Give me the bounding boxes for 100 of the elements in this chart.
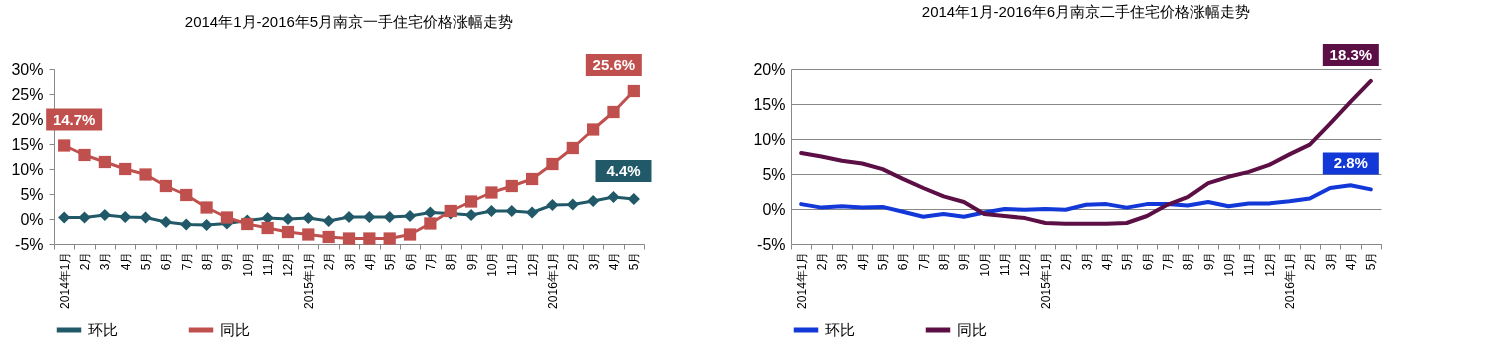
point bbox=[383, 210, 396, 224]
data-label: 2.8% bbox=[1333, 154, 1368, 172]
y-tick-label: 5% bbox=[762, 165, 786, 183]
point bbox=[241, 217, 254, 231]
point bbox=[200, 218, 213, 232]
point bbox=[525, 206, 539, 219]
data-label: 25.6% bbox=[592, 56, 636, 73]
line-series bbox=[799, 183, 1373, 219]
x-tick-label: 5月 bbox=[1120, 251, 1135, 271]
x-tick-label: 9月 bbox=[957, 251, 972, 271]
data-label: 14.7% bbox=[52, 110, 96, 128]
point bbox=[566, 141, 579, 155]
x-tick-label: 4月 bbox=[118, 251, 133, 271]
point bbox=[98, 155, 111, 169]
y-tick-label: 5% bbox=[20, 185, 44, 203]
legend-label: 环比 bbox=[88, 321, 118, 338]
point bbox=[322, 230, 335, 244]
point bbox=[220, 211, 234, 224]
point bbox=[342, 210, 356, 224]
point bbox=[119, 162, 132, 176]
point bbox=[261, 221, 274, 235]
y-tick-label: 0% bbox=[20, 210, 44, 228]
x-tick-label: 5月 bbox=[627, 251, 642, 271]
x-tick-label: 2015年1月 bbox=[1038, 251, 1053, 309]
point bbox=[342, 232, 356, 245]
point bbox=[363, 232, 376, 245]
x-tick-label: 5月 bbox=[383, 251, 398, 271]
point bbox=[607, 105, 620, 119]
x-tick-label: 3月 bbox=[342, 251, 357, 271]
x-tick-label: 8月 bbox=[937, 251, 952, 271]
point bbox=[363, 210, 376, 224]
point bbox=[383, 232, 396, 245]
point bbox=[587, 194, 600, 208]
point bbox=[485, 204, 498, 218]
y-tick-label: -5% bbox=[15, 235, 44, 253]
y-tick-label: 15% bbox=[753, 95, 786, 113]
point bbox=[98, 208, 111, 222]
point bbox=[424, 206, 437, 219]
x-tick-label: 7月 bbox=[179, 251, 194, 271]
x-tick-label: 8月 bbox=[1181, 251, 1196, 271]
x-tick-label: 6月 bbox=[403, 251, 418, 271]
x-tick-label: 3月 bbox=[835, 251, 850, 271]
y-tick-label: 30% bbox=[11, 60, 44, 78]
point bbox=[566, 198, 579, 211]
x-tick-label: 6月 bbox=[1140, 251, 1155, 271]
point bbox=[322, 214, 335, 228]
chart-title: 2014年1月-2016年6月南京二手住宅价格涨幅走势 bbox=[921, 2, 1251, 20]
x-tick-label: 6月 bbox=[159, 251, 174, 271]
y-tick-label: 25% bbox=[11, 85, 44, 103]
point bbox=[119, 210, 132, 224]
legend-label: 环比 bbox=[825, 321, 855, 338]
x-tick-label: 3月 bbox=[98, 251, 113, 271]
point bbox=[424, 217, 437, 230]
x-tick-label: 3月 bbox=[586, 251, 601, 271]
x-tick-label: 2014年1月 bbox=[57, 251, 72, 309]
x-tick-label: 10月 bbox=[240, 251, 255, 277]
x-tick-label: 2015年1月 bbox=[301, 251, 316, 309]
y-tick-label: -5% bbox=[757, 235, 786, 253]
x-tick-label: 9月 bbox=[1201, 251, 1216, 271]
point bbox=[159, 179, 173, 193]
line-series bbox=[799, 78, 1373, 226]
point bbox=[587, 123, 600, 136]
x-tick-label: 8月 bbox=[444, 251, 459, 271]
point bbox=[180, 188, 193, 202]
x-tick-label: 2016年1月 bbox=[545, 251, 560, 309]
data-label: 18.3% bbox=[1329, 45, 1373, 63]
y-tick-label: 20% bbox=[753, 60, 786, 78]
point bbox=[302, 228, 315, 241]
x-tick-label: 4月 bbox=[855, 251, 870, 271]
point bbox=[403, 209, 417, 223]
x-tick-label: 2月 bbox=[78, 251, 93, 271]
x-tick-label: 11月 bbox=[998, 251, 1013, 276]
x-tick-label: 12月 bbox=[1018, 251, 1033, 277]
point bbox=[627, 192, 640, 206]
x-tick-label: 7月 bbox=[423, 251, 438, 271]
x-tick-label: 3月 bbox=[1079, 251, 1094, 271]
point bbox=[200, 201, 213, 214]
point bbox=[281, 212, 295, 226]
point bbox=[403, 228, 417, 241]
y-tick-label: 10% bbox=[11, 160, 44, 178]
point bbox=[546, 157, 559, 171]
point bbox=[281, 225, 295, 239]
y-tick-label: 15% bbox=[11, 135, 44, 153]
y-tick-label: 20% bbox=[11, 110, 44, 128]
x-tick-label: 9月 bbox=[464, 251, 479, 271]
x-tick-label: 12月 bbox=[1262, 251, 1277, 277]
chart-title: 2014年1月-2016年5月南京一手住宅价格涨幅走势 bbox=[184, 13, 514, 30]
point bbox=[607, 190, 620, 204]
x-tick-label: 4月 bbox=[362, 251, 377, 271]
x-tick-label: 4月 bbox=[1343, 251, 1358, 271]
point bbox=[505, 179, 518, 193]
y-tick-label: 0% bbox=[762, 200, 786, 218]
x-tick-label: 2014年1月 bbox=[794, 251, 809, 309]
x-tick-label: 7月 bbox=[916, 251, 931, 271]
point bbox=[58, 139, 71, 152]
x-tick-label: 9月 bbox=[220, 251, 235, 271]
x-tick-label: 2月 bbox=[1303, 251, 1318, 271]
x-tick-label: 10月 bbox=[1221, 251, 1236, 277]
point bbox=[546, 198, 559, 212]
point bbox=[627, 84, 640, 98]
